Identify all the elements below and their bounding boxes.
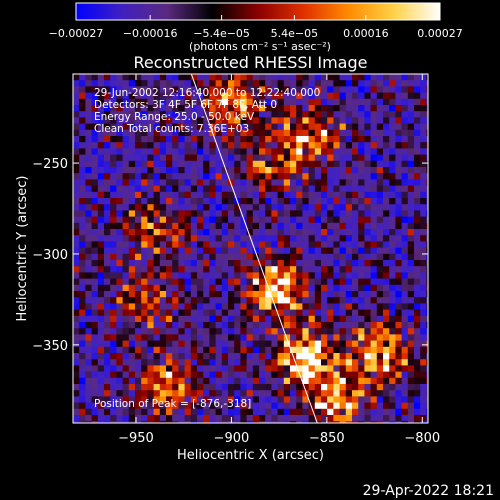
y-axis-ticks: −250 −300 −350 bbox=[32, 157, 428, 354]
chart-title: Reconstructed RHESSI Image bbox=[134, 53, 368, 72]
info-annotations: 29-Jun-2002 12:16:40.000 to 12:22:40.000… bbox=[94, 87, 320, 135]
colorbar-unit-label: (photons cm⁻² s⁻¹ asec⁻²) bbox=[189, 40, 331, 53]
colorbar-ticks: −0.00027 −0.00016 −5.4e−05 5.4e−05 0.00016 0.… bbox=[49, 15, 463, 40]
colorbar-gradient bbox=[75, 2, 441, 21]
info-annotation-line: Detectors: 3F 4F 5F 6F 7F 8F, Att 0 bbox=[94, 99, 277, 111]
colorbar-tick-label: 0.00016 bbox=[343, 27, 389, 40]
x-axis-label: Heliocentric X (arcsec) bbox=[177, 448, 324, 463]
plot-area: −950 −900 −850 −800 −250 −300 −350 29-Jun-200… bbox=[32, 73, 440, 446]
peak-position-label: Position of Peak = [-876,-318] bbox=[94, 398, 251, 410]
plot-frame bbox=[72, 73, 429, 424]
colorbar-tick-label: −5.4e−05 bbox=[193, 27, 250, 40]
colorbar-tick-label: −0.00027 bbox=[49, 27, 104, 40]
y-axis-label: Heliocentric Y (arcsec) bbox=[15, 176, 30, 322]
x-axis-ticks: −950 −900 −850 −800 bbox=[118, 74, 440, 446]
x-tick-label: −900 bbox=[214, 431, 250, 446]
info-annotation-line: Clean Total counts: 7.36E+03 bbox=[94, 123, 249, 135]
solar-limb-line bbox=[190, 74, 318, 423]
info-annotation-line: 29-Jun-2002 12:16:40.000 to 12:22:40.000 bbox=[94, 87, 320, 99]
colorbar: −0.00027 −0.00016 −5.4e−05 5.4e−05 0.00016 0.… bbox=[49, 2, 463, 53]
heatmap-image bbox=[73, 74, 428, 423]
info-annotation-line: Energy Range: 25.0 - 50.0 keV bbox=[94, 111, 255, 123]
x-tick-label: −850 bbox=[309, 431, 345, 446]
y-tick-label: −350 bbox=[32, 339, 68, 354]
colorbar-tick-label: 0.00027 bbox=[417, 27, 463, 40]
y-tick-label: −300 bbox=[32, 248, 68, 263]
x-tick-label: −800 bbox=[404, 431, 440, 446]
colorbar-tick-label: 5.4e−05 bbox=[271, 27, 318, 40]
x-tick-label: −950 bbox=[118, 431, 154, 446]
colorbar-tick-label: −0.00016 bbox=[123, 27, 178, 40]
y-tick-label: −250 bbox=[32, 157, 68, 172]
footer-timestamp: 29-Apr-2022 18:21 bbox=[363, 483, 494, 499]
